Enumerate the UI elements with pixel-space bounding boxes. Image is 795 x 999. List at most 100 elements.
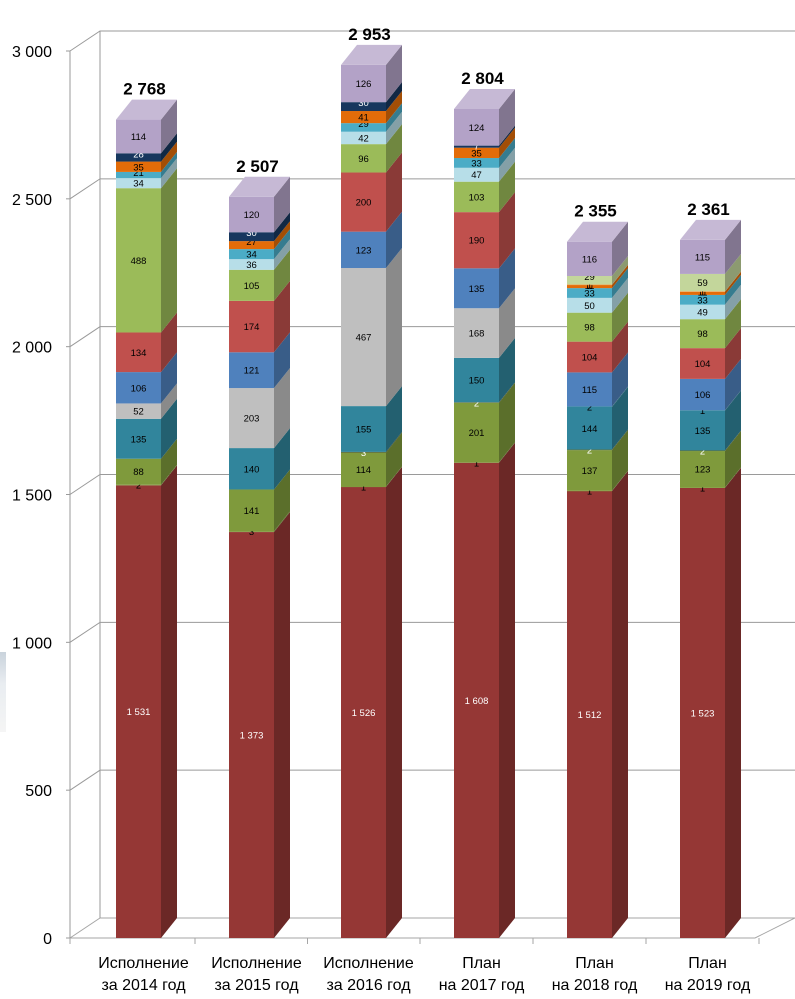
data-label: 135 (131, 434, 147, 445)
bar-segment (341, 452, 386, 487)
data-label: 104 (695, 359, 711, 370)
bar-segment-side (274, 512, 290, 938)
bar-segment-side (161, 438, 177, 485)
bar-total-label: 2 953 (348, 25, 391, 44)
bar-segment-side (612, 470, 628, 938)
data-label: 42 (358, 133, 369, 144)
bar-segment (116, 119, 161, 154)
data-label: 201 (469, 428, 485, 439)
bar-segment-side (386, 431, 402, 453)
bar-segment-side (612, 256, 628, 285)
data-label: 29 (358, 119, 369, 130)
bar-segment-side (386, 466, 402, 487)
bar-segment-side (499, 125, 515, 148)
bar-segment-side (499, 442, 515, 938)
bar-segment (116, 161, 161, 172)
bar-segment (567, 284, 612, 286)
bar-segment (341, 64, 386, 103)
bar-segment-side (725, 467, 741, 488)
bar-segment (341, 144, 386, 173)
bar-segment (341, 111, 386, 124)
bar-top-face (116, 99, 177, 120)
bar-segment-side (274, 280, 290, 353)
bar-segment (567, 449, 612, 451)
bar-segment-side (499, 288, 515, 358)
bar-segment-side (161, 398, 177, 459)
bar-segment (229, 489, 274, 532)
bar-segment (229, 196, 274, 233)
data-label: 29 (584, 272, 595, 283)
bar-segment (229, 352, 274, 389)
data-label: 1 531 (127, 707, 151, 718)
data-label: 33 (697, 295, 708, 306)
bar-segment (454, 181, 499, 213)
bar-segment (116, 178, 161, 189)
bar-segment (680, 378, 725, 411)
bar-segment-side (725, 390, 741, 411)
bar-segment-side (612, 386, 628, 450)
data-label: 88 (133, 467, 144, 478)
bar-segment (680, 451, 725, 488)
bar-total-label: 2 768 (123, 80, 166, 99)
data-label: 33 (471, 158, 482, 169)
bar-segment (341, 231, 386, 269)
bar-segment (454, 462, 499, 938)
bar-segment-side (386, 111, 402, 145)
data-label: 11 (698, 288, 708, 299)
bar-top-face (680, 219, 741, 240)
bar-segment (341, 406, 386, 452)
bar-segment-side (161, 158, 177, 189)
y-tick-label: 2 500 (12, 192, 52, 209)
data-label: 106 (695, 390, 711, 401)
bar-segment (229, 531, 274, 533)
data-label: 96 (358, 154, 369, 165)
x-category-label: Исполнение (323, 955, 414, 972)
bar-segment-side (725, 253, 741, 292)
bar-segment (567, 288, 612, 298)
bar-segment (680, 273, 725, 292)
data-label: 134 (131, 348, 147, 359)
bar-segment-side (386, 44, 402, 103)
bar-segment-side (386, 432, 402, 487)
bar-segment (454, 268, 499, 309)
bar-segment-side (274, 249, 290, 301)
bar-segment-side (499, 127, 515, 159)
bar-segment (229, 388, 274, 449)
data-label: 7 (474, 142, 479, 153)
bar-segment-side (499, 382, 515, 403)
bar-segment-side (386, 103, 402, 132)
x-category-label: План (575, 955, 614, 972)
bar-segment-side (612, 264, 628, 289)
data-label: 103 (469, 192, 485, 203)
bar-segment-side (499, 337, 515, 403)
bar-segment (680, 410, 725, 451)
bar-segment (116, 332, 161, 373)
bar-segment-side (612, 352, 628, 407)
bar-segment (680, 294, 725, 305)
bar-segment-side (161, 151, 177, 179)
bar-segment (454, 308, 499, 358)
bar-segment (341, 123, 386, 132)
bar-top-face (454, 88, 515, 109)
bar-segment (229, 249, 274, 260)
data-label: 36 (246, 260, 257, 271)
y-tick-label: 0 (43, 931, 52, 948)
data-label: 174 (244, 322, 260, 333)
data-label: 105 (244, 281, 260, 292)
data-label: 1 (700, 483, 705, 494)
y-tick-label: 2 000 (12, 340, 52, 357)
bar-segment-side (725, 431, 741, 488)
x-category-label: на 2017 год (439, 977, 525, 994)
data-label: 2 (474, 398, 479, 409)
bar-segment (680, 487, 725, 489)
bar-segment-side (725, 467, 741, 938)
bar-segment (567, 284, 612, 289)
bar-segment (567, 297, 612, 313)
bar-segment (341, 486, 386, 488)
bar-segment (454, 167, 499, 182)
bar-segment-side (725, 271, 741, 295)
data-label: 150 (469, 376, 485, 387)
